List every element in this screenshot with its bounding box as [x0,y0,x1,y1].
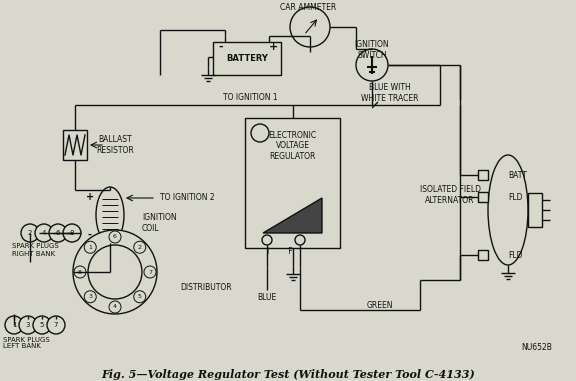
Circle shape [84,241,96,253]
Text: SPARK PLUGS
RIGHT BANK: SPARK PLUGS RIGHT BANK [12,243,59,256]
Text: -: - [219,42,223,52]
Text: SPARK PLUGS
LEFT BANK: SPARK PLUGS LEFT BANK [3,336,50,349]
Text: TO IGNITION 2: TO IGNITION 2 [160,194,215,202]
Circle shape [109,301,121,313]
Circle shape [63,224,81,242]
Bar [63,130,87,160]
Text: 5: 5 [138,294,142,299]
Ellipse shape [96,187,124,243]
Circle shape [5,316,23,334]
Text: TO IGNITION 1: TO IGNITION 1 [223,93,277,102]
Circle shape [290,7,330,47]
Circle shape [35,224,53,242]
Bar [478,192,488,202]
Text: ELECTRONIC
VOLTAGE
REGULATOR: ELECTRONIC VOLTAGE REGULATOR [268,131,317,161]
Text: 8: 8 [78,269,82,274]
Text: -: - [88,230,92,240]
Bar [478,250,488,260]
Text: 4: 4 [42,230,46,236]
Text: IGNITION
COIL: IGNITION COIL [142,213,177,233]
Circle shape [84,291,96,303]
Text: BATTERY: BATTERY [226,54,268,63]
Text: +: + [268,42,278,52]
Text: FLD: FLD [508,192,522,202]
Circle shape [47,316,65,334]
Text: 4: 4 [113,304,117,309]
Text: DISTRIBUTOR: DISTRIBUTOR [180,282,232,291]
Circle shape [134,241,146,253]
Bar [528,193,542,227]
Text: 7: 7 [148,269,152,274]
Text: BATT: BATT [508,171,527,179]
Bar [478,170,488,180]
Text: 5: 5 [40,322,44,328]
Circle shape [74,266,86,278]
Text: CAR AMMETER: CAR AMMETER [280,3,336,13]
Text: 1: 1 [88,245,92,250]
Text: +: + [86,192,94,202]
Text: 1: 1 [12,322,16,328]
Circle shape [73,230,157,314]
Ellipse shape [488,155,528,265]
Text: Fig. 5—Voltage Regulator Test (Without Tester Tool C-4133): Fig. 5—Voltage Regulator Test (Without T… [101,368,475,379]
Text: 2: 2 [28,230,32,236]
Circle shape [49,224,67,242]
Text: BLUE: BLUE [257,293,276,303]
Text: 6: 6 [113,234,117,240]
Text: 6: 6 [56,230,60,236]
Text: GREEN: GREEN [367,301,393,309]
Bar [245,118,340,248]
Circle shape [356,49,388,81]
Text: NU652B: NU652B [521,344,552,352]
Text: ISOLATED FIELD
ALTERNATOR: ISOLATED FIELD ALTERNATOR [419,185,480,205]
Text: 8: 8 [70,230,74,236]
Text: 3: 3 [26,322,31,328]
Circle shape [21,224,39,242]
Circle shape [295,235,305,245]
Circle shape [262,235,272,245]
Circle shape [33,316,51,334]
Text: 2: 2 [138,245,142,250]
Circle shape [134,291,146,303]
Text: IGNITION
SWITCH: IGNITION SWITCH [355,40,389,60]
Circle shape [109,231,121,243]
Circle shape [19,316,37,334]
Circle shape [251,124,269,142]
Text: FLD: FLD [508,250,522,259]
Text: I        F: I F [267,248,293,256]
Circle shape [144,266,156,278]
Polygon shape [263,198,322,233]
Text: BALLAST
RESISTOR: BALLAST RESISTOR [96,135,134,155]
Text: BLUE WITH
WHITE TRACER: BLUE WITH WHITE TRACER [361,83,419,103]
Text: 3: 3 [88,294,92,299]
Circle shape [88,245,142,299]
Text: 7: 7 [54,322,58,328]
Bar [213,42,281,75]
